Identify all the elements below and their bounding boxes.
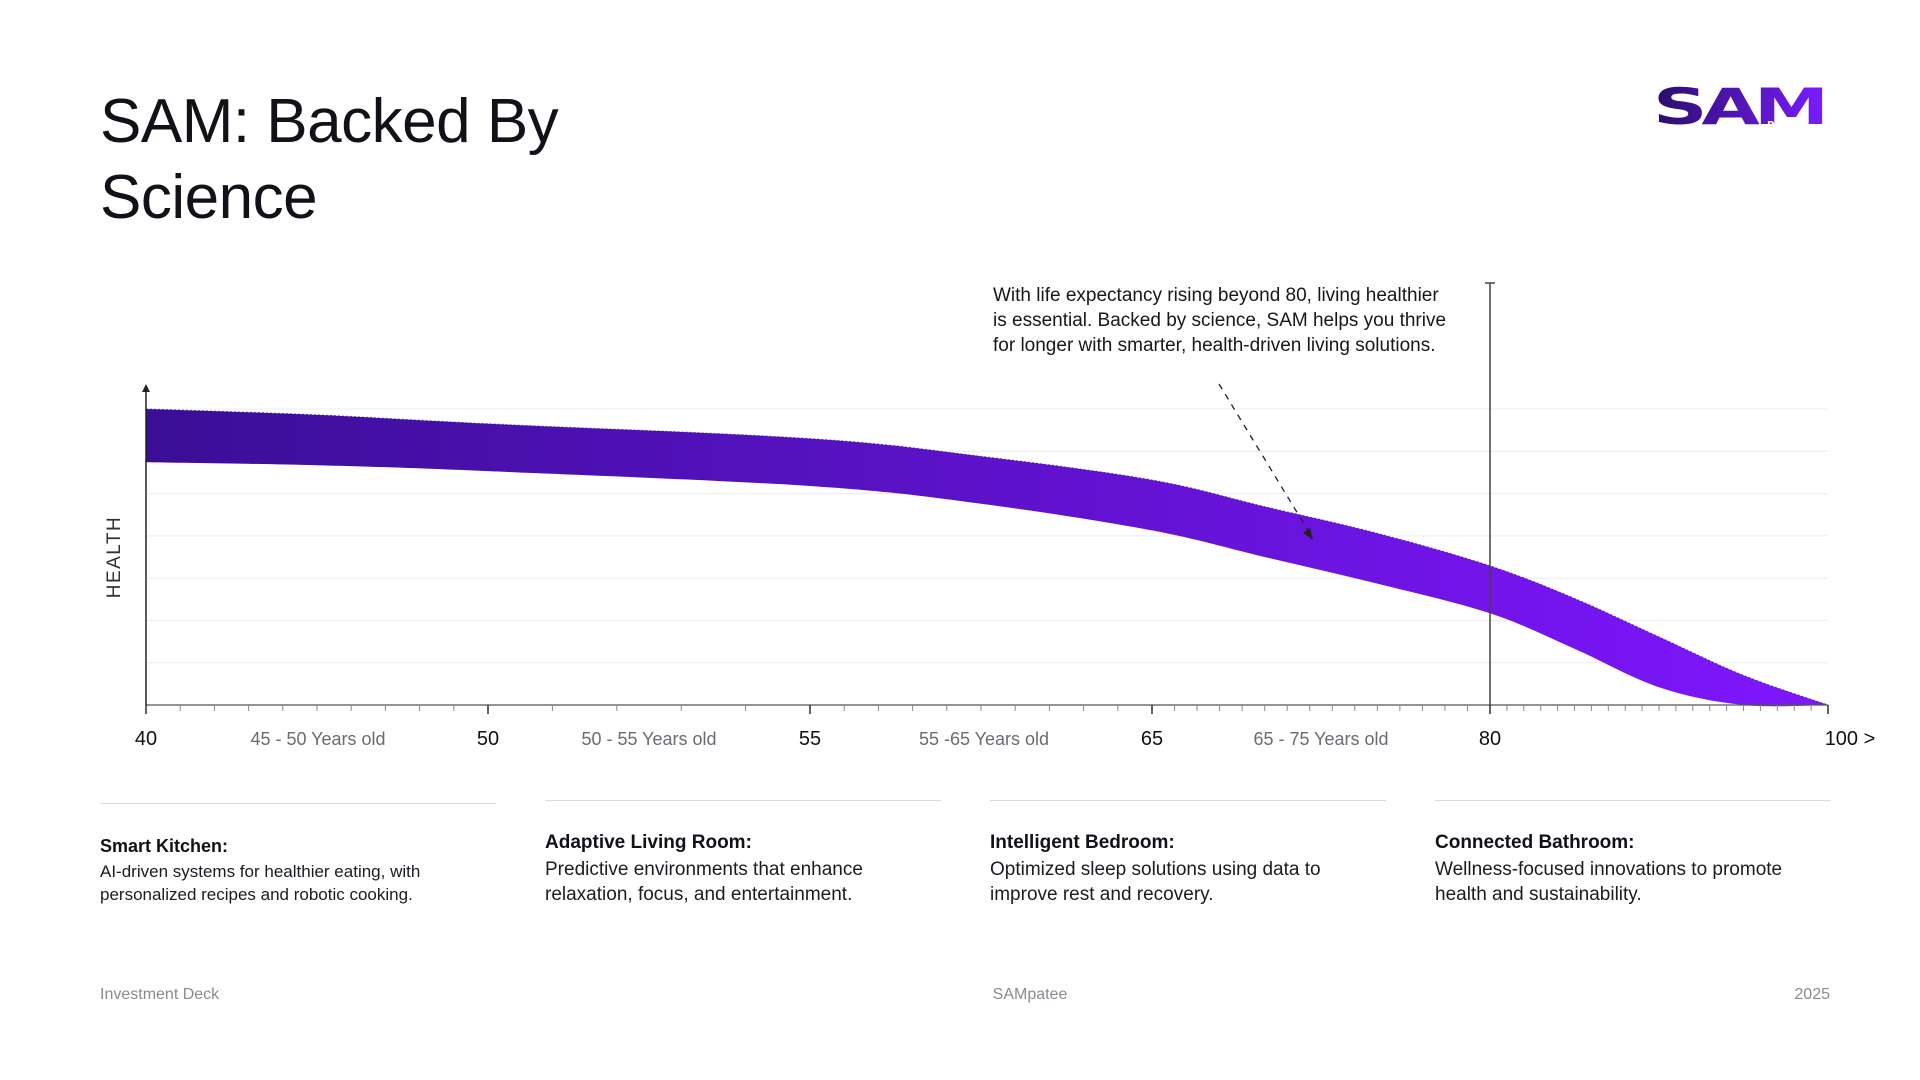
annotation-pointer-arrow [1218, 383, 1310, 533]
card-smart-kitchen: Smart Kitchen: AI-driven systems for hea… [100, 803, 496, 906]
card-description: AI-driven systems for healthier eating, … [100, 862, 421, 904]
annotation-pointer-head-icon [1303, 528, 1313, 540]
page-title: SAM: Backed By Science [100, 87, 559, 232]
annotation-text: With life expectancy rising beyond 80, l… [993, 285, 1447, 356]
card-connected-bathroom: Connected Bathroom: Wellness-focused inn… [1435, 800, 1831, 907]
age-range-label: 55 -65 Years old [919, 729, 1049, 749]
card-title: Intelligent Bedroom: [990, 832, 1175, 853]
card-description: Predictive environments that enhance rel… [545, 859, 863, 905]
footer-left: Investment Deck [100, 986, 220, 1003]
x-tick-label: 65 [1141, 728, 1163, 750]
card-description: Optimized sleep solutions using data to … [990, 859, 1321, 905]
y-axis-arrow-icon [142, 384, 150, 392]
x-tick-label: 40 [135, 728, 157, 750]
footer-center: SAMpatee [992, 986, 1068, 1003]
card-intelligent-bedroom: Intelligent Bedroom: Optimized sleep sol… [990, 800, 1386, 907]
footer-right: 2025 [1794, 986, 1830, 1003]
card-title: Connected Bathroom: [1435, 832, 1635, 853]
chart-grid [146, 408, 1828, 664]
health-band-top-edge [145, 408, 1829, 706]
x-tick-labels: 40 50 55 65 80 100 > [135, 728, 1875, 750]
card-adaptive-living-room: Adaptive Living Room: Predictive environ… [545, 800, 941, 907]
age-range-label: 50 - 55 Years old [581, 729, 716, 749]
x-tick-label: 100 > [1825, 728, 1876, 750]
x-tick-label: 55 [799, 728, 821, 750]
x-axis [145, 704, 1829, 714]
y-axis-label: HEALTH [104, 516, 125, 599]
card-description: Wellness-focused innovations to promote … [1435, 859, 1783, 905]
health-band [146, 409, 1828, 707]
logo-subtext: PATEE [1767, 120, 1801, 131]
card-title: Adaptive Living Room: [545, 832, 752, 853]
age-range-label: 45 - 50 Years old [250, 729, 385, 749]
age-range-labels: 45 - 50 Years old 50 - 55 Years old 55 -65… [250, 729, 1388, 749]
logo-text: SAM [1655, 84, 1823, 132]
card-title: Smart Kitchen: [100, 836, 229, 856]
age-range-label: 65 - 75 Years old [1253, 729, 1388, 749]
sam-logo: SAM PATEE [1655, 84, 1827, 132]
x-tick-label: 50 [477, 728, 499, 750]
x-tick-label: 80 [1479, 728, 1501, 750]
